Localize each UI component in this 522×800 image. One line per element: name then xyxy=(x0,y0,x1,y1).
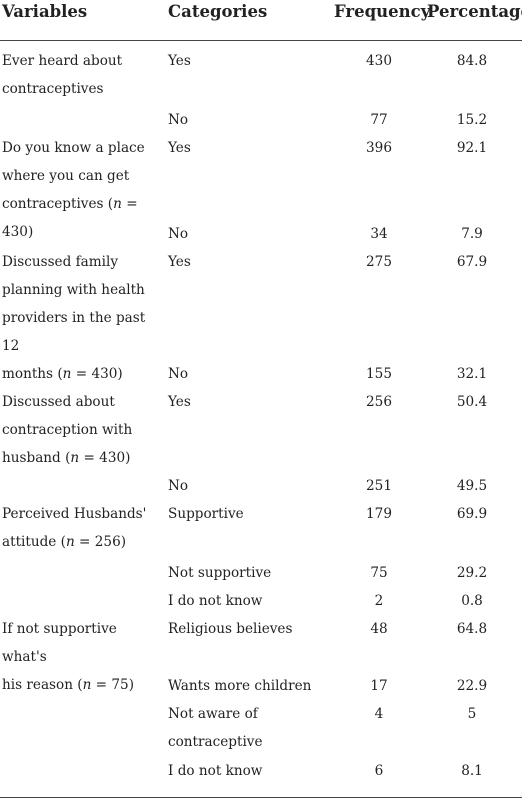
cell-percentage: 0.8 xyxy=(461,593,483,609)
cell-variable: Ever heard about contraceptives xyxy=(2,47,162,103)
cell-frequency: 6 xyxy=(374,763,384,779)
cell-percentage: 22.9 xyxy=(456,678,488,694)
cell-frequency: 2 xyxy=(374,593,384,609)
cell-percentage: 32.1 xyxy=(456,366,488,382)
cell-line: providers in the past 12 xyxy=(2,310,146,354)
cell-category: Yes xyxy=(168,134,328,162)
cell-line: Yes xyxy=(168,394,191,410)
cell-line: contraception with xyxy=(2,422,133,438)
bottom-rule xyxy=(0,797,522,798)
cell-line: No xyxy=(168,226,189,242)
cell-line: No xyxy=(168,478,189,494)
header-variables: Variables xyxy=(2,2,88,21)
cell-percentage: 64.8 xyxy=(456,621,488,637)
cell-frequency: 48 xyxy=(370,621,388,637)
cell-category: Supportive xyxy=(168,500,328,528)
cell-line: Not aware of xyxy=(168,706,258,722)
cell-category: No xyxy=(168,220,328,248)
cell-frequency: 34 xyxy=(370,226,388,242)
cell-line: Perceived Husbands' xyxy=(2,506,147,522)
header-categories: Categories xyxy=(168,2,268,21)
cell-line: planning with health xyxy=(2,282,145,298)
cell-frequency: 179 xyxy=(366,506,392,522)
cell-line: Ever heard about xyxy=(2,53,123,69)
cell-frequency: 77 xyxy=(370,112,388,128)
cell-percentage: 15.2 xyxy=(456,112,488,128)
cell-line: Wants more children xyxy=(168,678,312,694)
cell-line: Discussed about xyxy=(2,394,115,410)
cell-line: where you can get xyxy=(2,168,130,184)
cell-percentage: 5 xyxy=(467,706,477,722)
cell-category: Not aware of contraceptive xyxy=(168,700,328,756)
cell-category: Yes xyxy=(168,388,328,416)
cell-variable: Discussed family planning with health prov… xyxy=(2,248,162,388)
cell-line: his reason (n = 75) xyxy=(2,677,134,693)
cell-percentage: 92.1 xyxy=(456,140,488,156)
cell-line: No xyxy=(168,366,189,382)
cell-variable: If not supportive what's his reason (n = … xyxy=(2,615,162,699)
cell-line: No xyxy=(168,112,189,128)
cell-line: Yes xyxy=(168,53,191,69)
cell-line: Supportive xyxy=(168,506,244,522)
cell-category: Not supportive xyxy=(168,559,328,587)
cell-percentage: 69.9 xyxy=(456,506,488,522)
cell-frequency: 251 xyxy=(366,478,392,494)
cell-line: Not supportive xyxy=(168,565,272,581)
cell-category: Wants more children xyxy=(168,672,328,700)
table-header: Variables Categories Frequency Percentag… xyxy=(0,0,522,40)
cell-category: No xyxy=(168,360,328,388)
cell-category: Yes xyxy=(168,248,328,276)
cell-frequency: 75 xyxy=(370,565,388,581)
cell-variable: Do you know a place where you can get cont… xyxy=(2,134,162,246)
cell-line: attitude (n = 256) xyxy=(2,534,127,550)
cell-category: I do not know xyxy=(168,757,328,785)
cell-percentage: 50.4 xyxy=(456,394,488,410)
cell-frequency: 430 xyxy=(366,53,392,69)
data-table: Variables Categories Frequency Percentag… xyxy=(0,0,522,779)
cell-line: contraceptive xyxy=(168,734,263,750)
cell-line: I do not know xyxy=(168,593,263,609)
cell-frequency: 256 xyxy=(366,394,392,410)
cell-percentage: 49.5 xyxy=(456,478,488,494)
header-rule xyxy=(0,40,522,41)
cell-category: No xyxy=(168,106,328,134)
cell-line: Discussed family xyxy=(2,254,119,270)
cell-frequency: 17 xyxy=(370,678,388,694)
cell-variable: Discussed about contraception with husband… xyxy=(2,388,162,472)
cell-line: I do not know xyxy=(168,763,263,779)
cell-category: I do not know xyxy=(168,587,328,615)
header-percentage: Percentage xyxy=(427,2,522,21)
cell-line: If not supportive what's xyxy=(2,621,117,665)
cell-line: contraceptives (n = 430) xyxy=(2,196,138,240)
cell-frequency: 275 xyxy=(366,254,392,270)
cell-percentage: 84.8 xyxy=(456,53,488,69)
cell-category: Yes xyxy=(168,47,328,75)
cell-frequency: 396 xyxy=(366,140,392,156)
cell-frequency: 4 xyxy=(374,706,384,722)
cell-variable: Perceived Husbands' attitude (n = 256) xyxy=(2,500,162,556)
cell-line: Do you know a place xyxy=(2,140,145,156)
cell-line: months (n = 430) xyxy=(2,366,123,382)
cell-percentage: 8.1 xyxy=(461,763,483,779)
cell-line: Yes xyxy=(168,140,191,156)
cell-category: No xyxy=(168,472,328,500)
cell-frequency: 155 xyxy=(366,366,392,382)
cell-percentage: 29.2 xyxy=(456,565,488,581)
cell-line: Religious believes xyxy=(168,621,293,637)
cell-line: contraceptives xyxy=(2,81,104,97)
cell-percentage: 67.9 xyxy=(456,254,488,270)
cell-line: Yes xyxy=(168,254,191,270)
header-frequency: Frequency xyxy=(334,2,431,21)
cell-category: Religious believes xyxy=(168,615,328,643)
cell-percentage: 7.9 xyxy=(461,226,483,242)
cell-line: husband (n = 430) xyxy=(2,450,131,466)
